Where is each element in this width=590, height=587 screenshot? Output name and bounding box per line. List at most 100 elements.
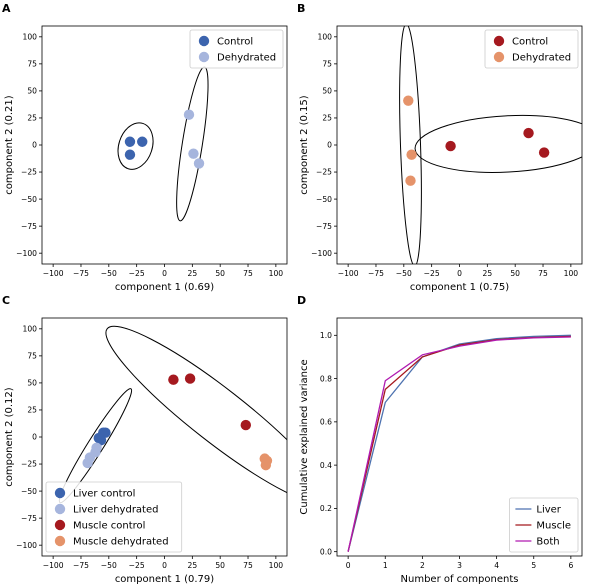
legend-label: Dehydrated (512, 53, 571, 64)
x-tick-label: 0 (346, 561, 351, 570)
legend-swatch (198, 35, 210, 47)
data-point (124, 136, 136, 147)
confidence-ellipse (117, 122, 154, 170)
data-point (405, 175, 416, 186)
confidence-ellipse (176, 66, 209, 222)
x-tick-label: 100 (269, 561, 284, 570)
y-tick-label: 100 (318, 33, 333, 42)
x-tick-label: −25 (129, 269, 145, 278)
y-tick-label: 25 (322, 114, 332, 123)
x-tick-label: 1 (383, 561, 388, 570)
data-point (193, 158, 205, 169)
data-point (124, 149, 136, 160)
data-point (406, 149, 417, 160)
legend-label: Muscle (536, 521, 571, 532)
data-point (240, 419, 251, 431)
y-axis-label: component 2 (0.15) (299, 95, 310, 194)
x-axis-label: Number of components (401, 574, 519, 585)
x-tick-label: 50 (215, 561, 225, 570)
panel-letter: A (2, 2, 11, 15)
y-tick-label: 0 (327, 141, 332, 150)
data-point (538, 147, 550, 158)
y-tick-label: 50 (27, 87, 37, 96)
y-axis-label: component 2 (0.21) (4, 95, 15, 194)
y-tick-label: −100 (16, 541, 37, 550)
x-tick-label: 25 (188, 561, 198, 570)
y-tick-label: 0.6 (320, 418, 332, 427)
legend-label: Muscle dehydrated (73, 537, 169, 548)
data-point (188, 148, 199, 159)
data-point (184, 373, 196, 384)
x-tick-label: 3 (457, 561, 462, 570)
legend-swatch (493, 51, 505, 63)
y-tick-label: 0.8 (320, 374, 332, 383)
x-tick-label: −25 (129, 561, 145, 570)
legend-label: Muscle control (73, 521, 145, 532)
x-tick-label: −75 (73, 269, 89, 278)
x-tick-label: 4 (494, 561, 499, 570)
y-tick-label: 25 (27, 406, 37, 415)
panel-a: A −100 −75 −50 −25 0 25 50 75 100 −100 −75 −50 −25 0 25… (2, 2, 288, 293)
legend: Liver control Liver dehydrated Muscle cont… (45, 481, 183, 553)
y-tick-label: 75 (27, 352, 37, 361)
legend-label: Control (217, 37, 253, 48)
x-tick-label: 5 (531, 561, 536, 570)
y-tick-label: 100 (23, 33, 38, 42)
y-tick-label: 75 (27, 60, 37, 69)
plot-area (117, 66, 209, 222)
legend: Control Dehydrated (484, 29, 579, 69)
confidence-ellipse (105, 325, 287, 505)
data-point (445, 140, 456, 152)
legend-swatch (54, 519, 66, 531)
legend-swatch (198, 51, 210, 63)
x-tick-label: 50 (215, 269, 225, 278)
legend: Liver Muscle Both (508, 497, 579, 553)
y-tick-label: 50 (322, 87, 332, 96)
legend-swatch (54, 503, 66, 515)
data-point (100, 427, 111, 438)
x-axis-label: component 1 (0.69) (115, 282, 214, 293)
y-tick-label: −75 (21, 222, 37, 231)
y-tick-label: 25 (27, 114, 37, 123)
x-tick-label: 75 (243, 561, 253, 570)
legend-label: Control (512, 37, 548, 48)
y-tick-label: −25 (316, 168, 332, 177)
y-tick-label: 0.2 (320, 504, 332, 513)
data-point (95, 435, 107, 446)
panel-b: B −100 −75 −50 −25 0 25 50 75 100 −100 −75 −50 −25 0 25… (297, 2, 583, 293)
x-tick-label: 75 (243, 269, 253, 278)
data-point (168, 374, 179, 385)
legend: Control Dehydrated (189, 29, 284, 69)
y-axis-label: component 2 (0.12) (4, 387, 15, 486)
x-tick-label: −100 (43, 269, 64, 278)
x-tick-label: −50 (396, 269, 412, 278)
confidence-ellipse (414, 114, 582, 173)
y-tick-label: −75 (21, 514, 37, 523)
plot-area (347, 334, 571, 552)
panel-c: C −100 −75 −50 −25 0 25 50 75 100 −100 −75 −50 −25 0 25… (2, 294, 288, 585)
y-tick-label: −75 (316, 222, 332, 231)
data-point (403, 95, 414, 106)
panel-d: D 0 1 2 3 4 5 6 0.0 0.2 0.4 0.6 0.8 1.0 Number of comp… (297, 294, 583, 585)
x-tick-label: 50 (510, 269, 520, 278)
series-line-liver (347, 334, 571, 552)
x-tick-label: 75 (538, 269, 548, 278)
y-tick-label: 100 (23, 325, 38, 334)
legend-box (45, 481, 183, 553)
x-tick-label: 2 (420, 561, 425, 570)
y-tick-label: −50 (21, 195, 37, 204)
x-tick-label: −50 (101, 561, 117, 570)
x-tick-label: 0 (162, 269, 167, 278)
data-point (260, 459, 272, 471)
series-line-both (347, 336, 571, 552)
x-axis-label: component 1 (0.75) (410, 282, 509, 293)
x-tick-label: −50 (101, 269, 117, 278)
y-tick-label: 0.0 (320, 547, 332, 556)
confidence-ellipse (399, 26, 422, 264)
x-tick-label: 100 (269, 269, 284, 278)
y-tick-label: 50 (27, 379, 37, 388)
plot-area (399, 26, 582, 264)
y-tick-label: 75 (322, 60, 332, 69)
x-tick-label: 0 (457, 269, 462, 278)
